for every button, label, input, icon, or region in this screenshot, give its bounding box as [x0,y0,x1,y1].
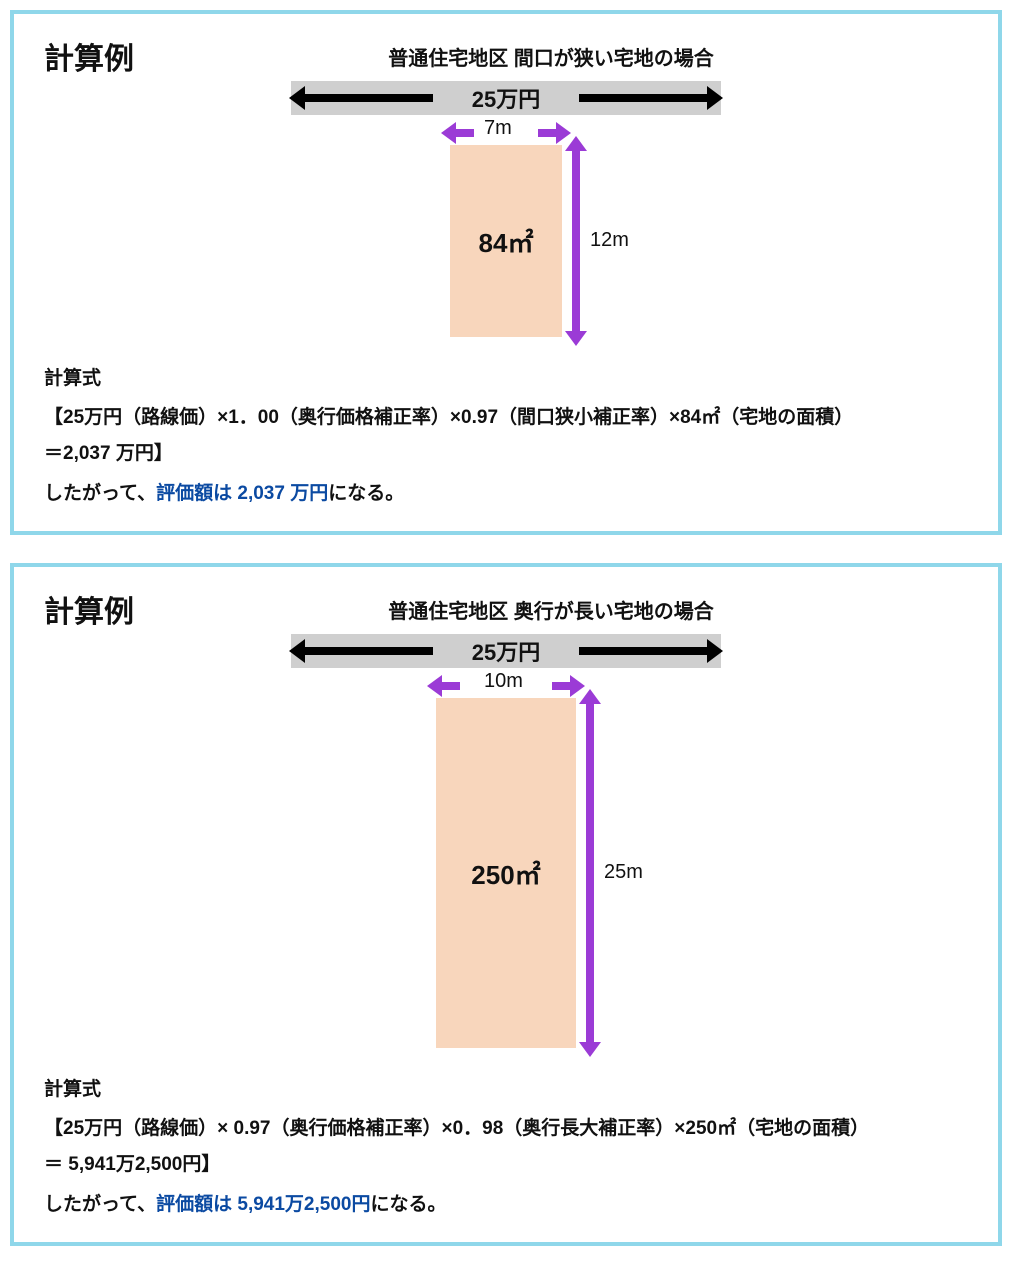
road-arrow-left-icon [303,647,433,655]
example-title: 計算例 [44,34,134,78]
conclusion-highlight: 評価額は 2,037 万円 [156,483,328,504]
formula-line-2: ＝ 5,941万2,500円】 [44,1147,968,1183]
depth-label: 12m [590,229,629,252]
road-bar: 25万円 [291,634,721,668]
formula-heading: 計算式 [44,1074,968,1101]
land-lot: 84㎡ [450,145,562,337]
conclusion-suffix: になる。 [370,1194,446,1215]
conclusion: したがって、評価額は 5,941万2,500円になる。 [44,1189,968,1216]
formula-line-1: 【25万円（路線価）× 0.97（奥行価格補正率）×0．98（奥行長大補正率）×… [44,1111,968,1147]
depth-label: 25m [604,861,643,884]
diagram-body: 250㎡ 10m 25m [291,668,721,1054]
example-box-1: 計算例 普通住宅地区 間口が狭い宅地の場合 25万円 84㎡ 7m [10,10,1002,535]
example-title: 計算例 [44,587,134,631]
conclusion: したがって、評価額は 2,037 万円になる。 [44,478,968,505]
depth-arrow-icon [586,702,594,1044]
lot-diagram: 25万円 84㎡ 7m 12m [291,81,721,343]
lot-area-label: 250㎡ [471,855,540,892]
example-subtitle: 普通住宅地区 間口が狭い宅地の場合 [134,42,968,71]
road-bar: 25万円 [291,81,721,115]
road-arrow-left-icon [303,94,433,102]
formula-line-2: ＝2,037 万円】 [44,436,968,472]
lot-area-label: 84㎡ [479,223,534,260]
diagram-body: 84㎡ 7m 12m [291,115,721,343]
top-row: 計算例 普通住宅地区 間口が狭い宅地の場合 [44,34,968,81]
conclusion-prefix: したがって、 [44,483,156,504]
width-arrow-right-icon [538,129,558,137]
depth-arrow-icon [572,149,580,333]
conclusion-suffix: になる。 [328,483,404,504]
road-price: 25万円 [464,635,548,667]
conclusion-highlight: 評価額は 5,941万2,500円 [156,1194,370,1215]
top-row: 計算例 普通住宅地区 奥行が長い宅地の場合 [44,587,968,634]
width-label: 7m [484,117,512,140]
width-arrow-right-icon [552,682,572,690]
width-label: 10m [484,670,523,693]
example-subtitle: 普通住宅地区 奥行が長い宅地の場合 [134,595,968,624]
land-lot: 250㎡ [436,698,576,1048]
diagram-wrap: 25万円 250㎡ 10m 25m [44,634,968,1054]
diagram-wrap: 25万円 84㎡ 7m 12m [44,81,968,343]
road-price: 25万円 [464,82,548,114]
road-arrow-right-icon [579,94,709,102]
width-arrow-left-icon [440,682,460,690]
road-arrow-right-icon [579,647,709,655]
formula-heading: 計算式 [44,363,968,390]
lot-diagram: 25万円 250㎡ 10m 25m [291,634,721,1054]
example-box-2: 計算例 普通住宅地区 奥行が長い宅地の場合 25万円 250㎡ 10m 25m … [10,563,1002,1246]
formula-line-1: 【25万円（路線価）×1．00（奥行価格補正率）×0.97（間口狭小補正率）×8… [44,400,968,436]
width-arrow-left-icon [454,129,474,137]
conclusion-prefix: したがって、 [44,1194,156,1215]
